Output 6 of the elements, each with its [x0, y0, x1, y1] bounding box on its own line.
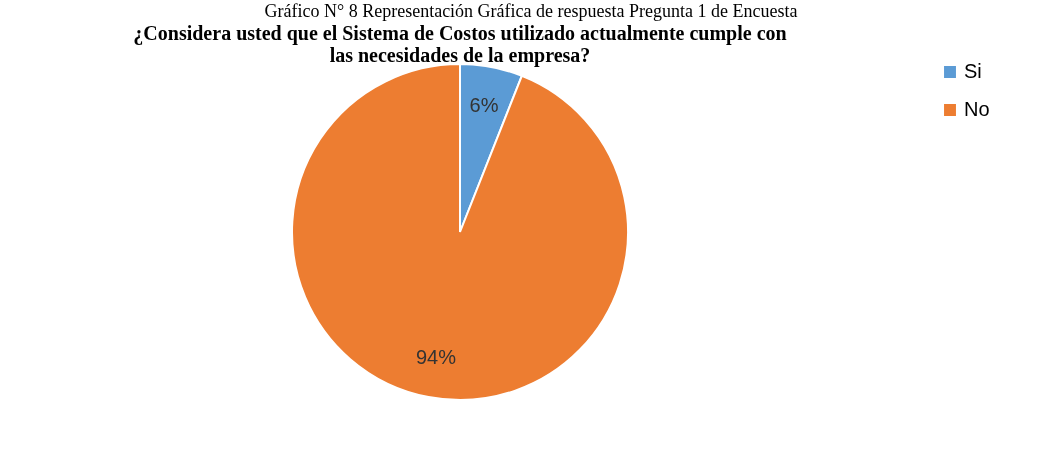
data-label: 6%	[469, 94, 499, 117]
legend-label: No	[964, 98, 990, 120]
chart-title: ¿Considera usted que el Sistema de Costos utilizado actualmente cumple con las necesidades de la empresa?	[133, 22, 787, 67]
legend-label: Si	[964, 60, 982, 82]
text: Gráfico N° 8 Representación Gráfica de respuesta Pregunta 1 de Encuesta	[263, 0, 799, 22]
data-label: 94%	[416, 345, 457, 368]
